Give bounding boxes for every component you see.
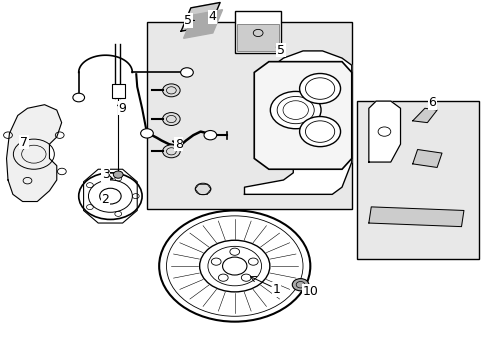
Polygon shape — [83, 169, 137, 223]
Text: 3: 3 — [102, 168, 109, 181]
Polygon shape — [412, 149, 441, 167]
Polygon shape — [368, 101, 400, 162]
Bar — [237, 24, 278, 51]
Text: 5: 5 — [277, 44, 285, 57]
Circle shape — [162, 113, 180, 126]
Text: 7: 7 — [20, 136, 28, 149]
Bar — [147, 22, 351, 209]
Circle shape — [162, 145, 180, 158]
Circle shape — [162, 84, 180, 97]
Circle shape — [299, 117, 340, 147]
Bar — [112, 84, 124, 98]
Circle shape — [292, 279, 308, 291]
Polygon shape — [6, 105, 61, 202]
Circle shape — [299, 73, 340, 104]
Circle shape — [270, 91, 321, 129]
Text: 2: 2 — [102, 193, 109, 206]
Text: 1: 1 — [272, 283, 280, 296]
Text: 5: 5 — [184, 14, 192, 27]
Text: 9: 9 — [119, 102, 126, 115]
Polygon shape — [244, 51, 351, 194]
Bar — [234, 12, 281, 53]
Text: 10: 10 — [302, 285, 318, 298]
Circle shape — [180, 68, 193, 77]
Polygon shape — [181, 3, 220, 31]
Circle shape — [195, 183, 210, 195]
Polygon shape — [254, 62, 351, 169]
Text: 6: 6 — [427, 96, 435, 109]
Circle shape — [141, 129, 153, 138]
Polygon shape — [368, 207, 463, 226]
Circle shape — [73, 93, 84, 102]
Polygon shape — [183, 10, 222, 39]
Text: 8: 8 — [174, 138, 183, 150]
Polygon shape — [412, 108, 436, 123]
Bar — [356, 101, 478, 259]
Circle shape — [203, 131, 216, 140]
Text: 4: 4 — [208, 10, 216, 23]
Circle shape — [113, 171, 123, 178]
